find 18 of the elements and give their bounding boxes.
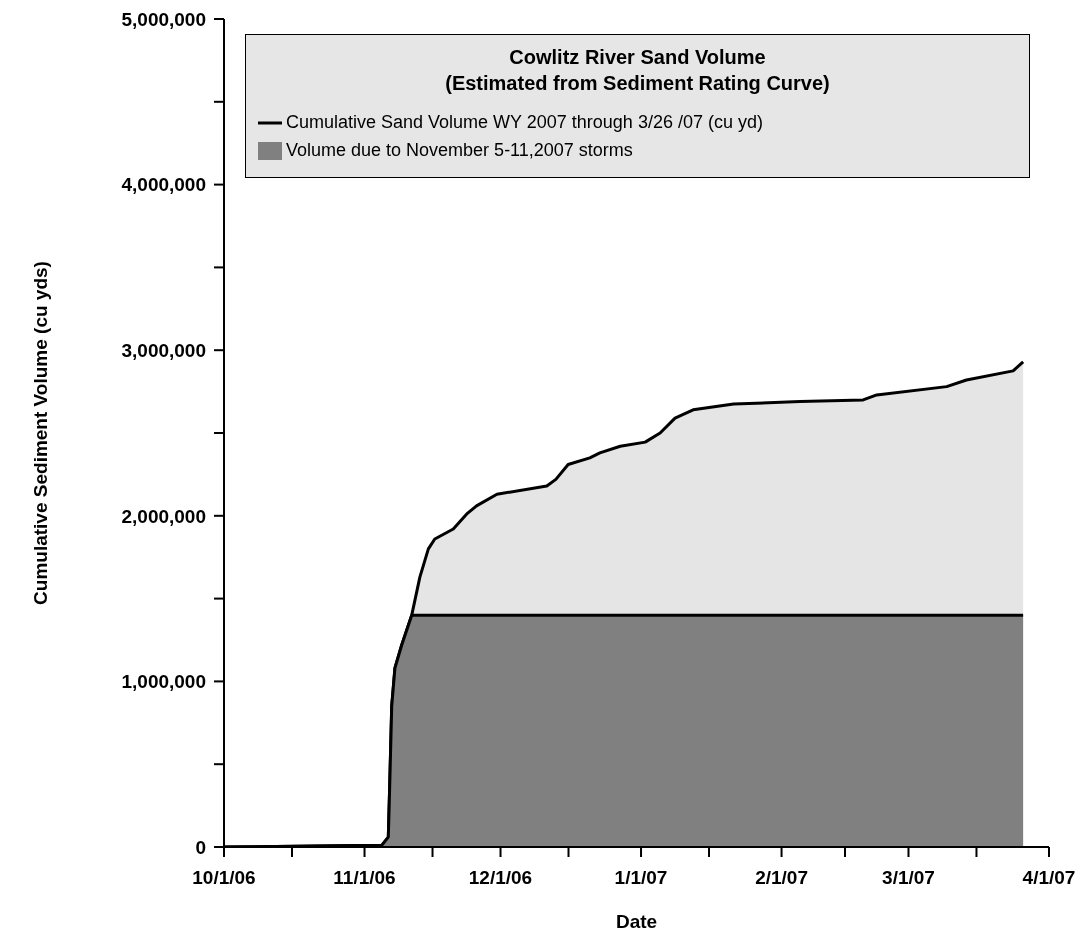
y-tick-label: 0 <box>195 836 206 858</box>
y-tick-label: 1,000,000 <box>121 671 206 693</box>
x-tick-label: 10/1/06 <box>192 867 256 889</box>
y-tick-label: 4,000,000 <box>121 174 206 196</box>
x-tick-label: 1/1/07 <box>614 867 668 889</box>
text: Cowlitz River Sand Volume (Estimated from Sediment Rating Curve) <box>444 45 831 96</box>
x-tick-label: 12/1/06 <box>468 867 533 889</box>
y-axis-title: Cumulative Sediment Volume (cu yds) <box>29 261 51 605</box>
x-axis-title: Date <box>615 911 658 932</box>
x-tick-label: 11/1/06 <box>333 867 396 889</box>
legend-label: Volume due to November 5-11,2007 storms <box>286 140 633 160</box>
x-tick-label: 4/1/07 <box>1022 867 1076 889</box>
x-tick-label: 3/1/07 <box>882 867 935 889</box>
legend-label: Cumulative Sand Volume WY 2007 through 3/26 /07 (cu yd) <box>286 112 763 132</box>
y-tick-label: 5,000,000 <box>121 8 206 30</box>
x-tick-label: 2/1/07 <box>755 867 808 889</box>
y-tick-label: 3,000,000 <box>121 339 206 361</box>
y-tick-label: 2,000,000 <box>121 505 206 527</box>
